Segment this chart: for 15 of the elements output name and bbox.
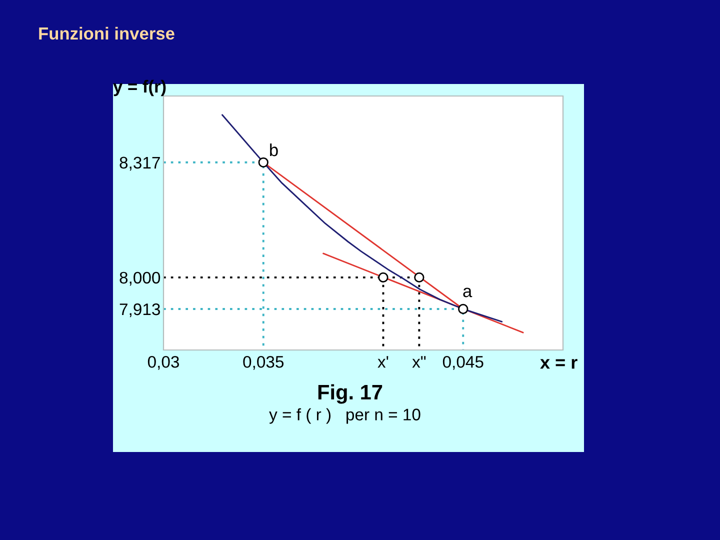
x-tick-label: 0,045	[442, 356, 484, 370]
x-tick-label: x"	[412, 356, 426, 368]
text: y = f ( r ) per n = 10	[269, 408, 420, 424]
annotation: b	[270, 143, 278, 156]
x-tick-label: 0,035	[243, 356, 284, 370]
text: Fig. 17	[318, 384, 382, 404]
y-tick-label: 8,000	[120, 272, 160, 286]
y-axis-title: y = f(r)	[113, 80, 166, 96]
x-axis-title: x = r	[540, 358, 578, 369]
y-tick-label: 7,913	[120, 303, 160, 318]
x-tick-label: 0,03	[148, 356, 179, 370]
annotation: a	[463, 288, 472, 298]
y-tick-label: 8,317	[120, 156, 160, 171]
x-tick-label: x'	[378, 356, 388, 368]
chart-title: Funzioni inverse	[39, 26, 174, 40]
